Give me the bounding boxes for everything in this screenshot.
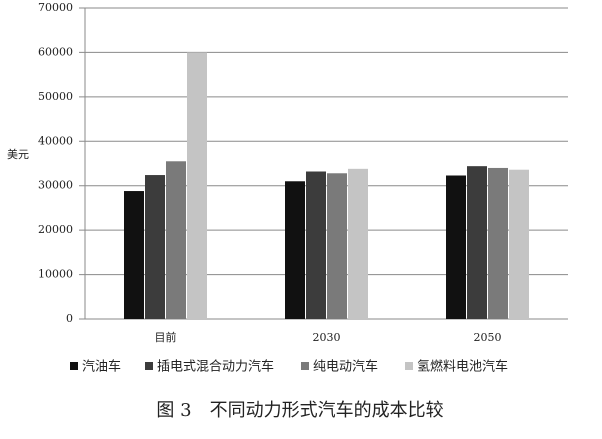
y-tick-label: 40000: [38, 134, 73, 147]
legend-label: 纯电动汽车: [313, 359, 378, 375]
bar: [327, 173, 347, 319]
legend-swatch: [405, 362, 413, 370]
y-tick-label: 60000: [38, 45, 73, 58]
bar: [306, 171, 326, 319]
bar: [187, 52, 207, 320]
bar: [348, 168, 368, 319]
x-tick-label: 2030: [313, 331, 341, 344]
y-tick-label: 20000: [38, 223, 73, 236]
x-tick-label: 2050: [474, 331, 502, 344]
y-tick-label: 50000: [38, 90, 73, 103]
bar: [285, 181, 305, 319]
y-tick-label: 10000: [38, 268, 73, 281]
chart-title: 图 3 不同动力形式汽车的成本比较: [156, 400, 443, 421]
bar: [509, 169, 529, 319]
x-tick-label: 目前: [155, 330, 177, 344]
legend-swatch: [301, 362, 309, 370]
legend-label: 氢燃料电池汽车: [417, 359, 508, 375]
y-tick-label: 70000: [38, 1, 73, 14]
bar: [166, 161, 186, 319]
bar: [467, 166, 487, 319]
y-tick-label: 0: [66, 312, 73, 325]
bar: [488, 167, 508, 319]
bar: [145, 175, 165, 319]
bar: [446, 175, 466, 319]
legend-label: 汽油车: [82, 359, 121, 375]
legend-label: 插电式混合动力汽车: [157, 359, 274, 375]
y-tick-label: 30000: [38, 179, 73, 192]
y-axis-label: 美元: [7, 148, 29, 161]
legend-swatch: [70, 362, 78, 370]
legend-swatch: [145, 362, 153, 370]
bar: [124, 191, 144, 319]
